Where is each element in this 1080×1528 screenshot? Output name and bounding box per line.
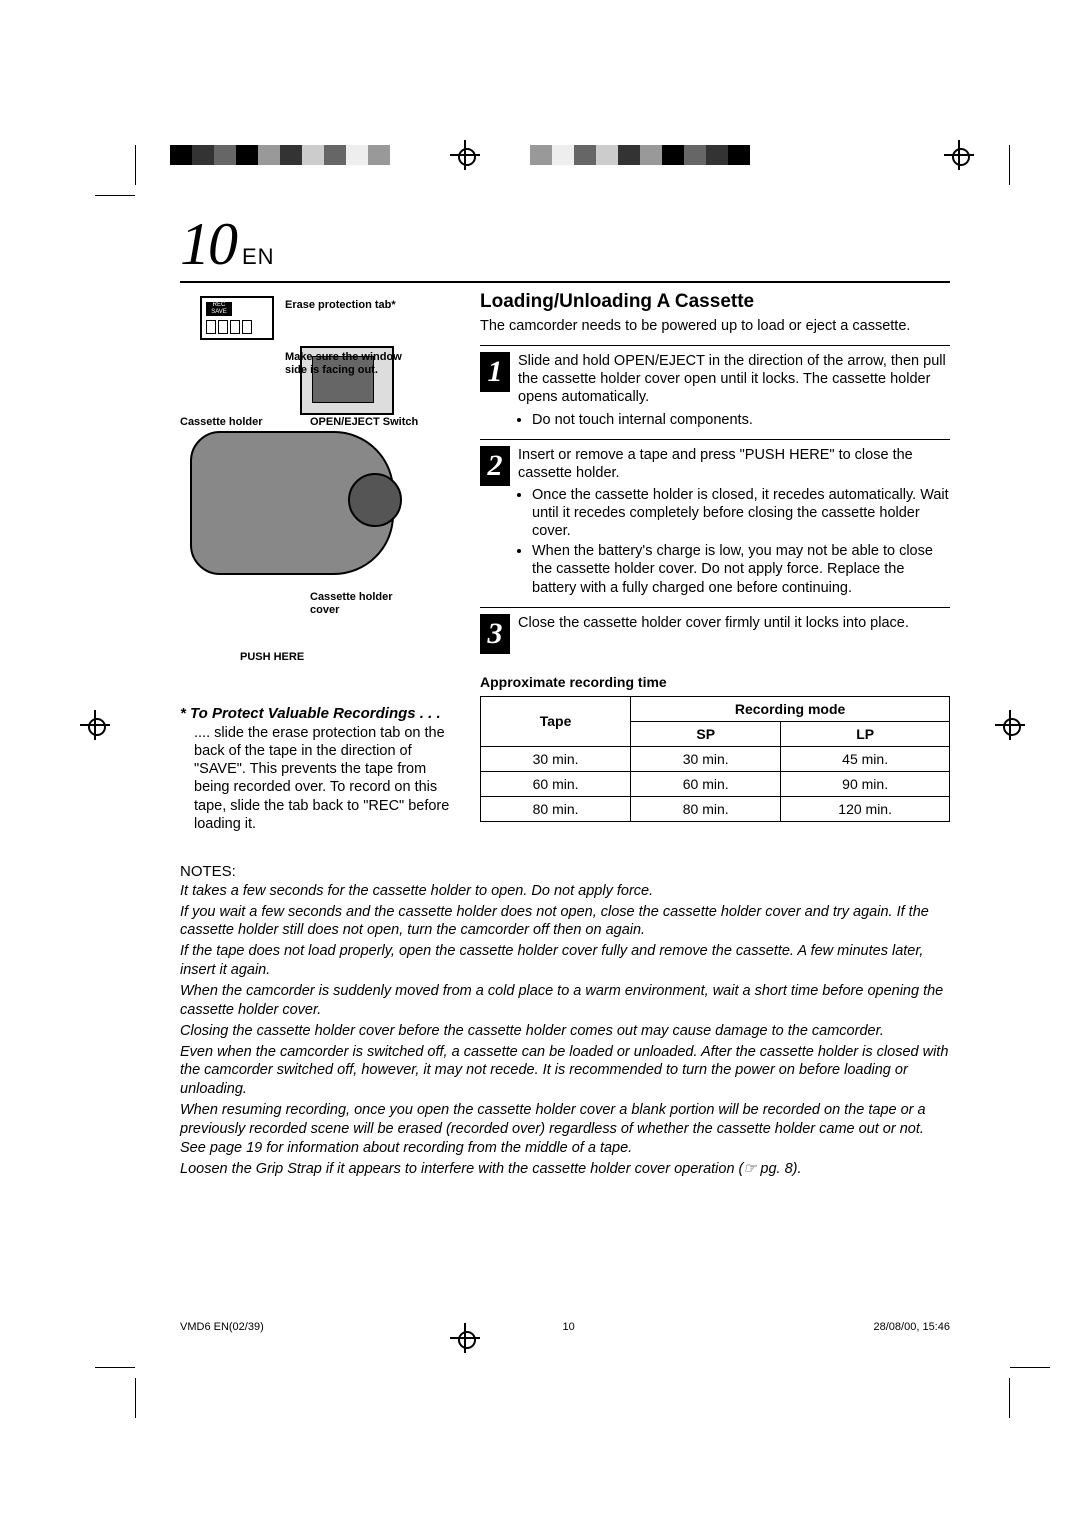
step-bullet: When the battery's charge is low, you ma… — [532, 542, 950, 596]
table-row: 80 min.80 min.120 min. — [481, 796, 950, 821]
table-cell: 90 min. — [781, 771, 950, 796]
erase-tab-illustration: RECSAVE — [200, 296, 274, 340]
step-bullet: Once the cassette holder is closed, it r… — [532, 486, 950, 540]
footer: VMD6 EN(02/39) 10 28/08/00, 15:46 — [180, 1321, 950, 1333]
step-row: 1Slide and hold OPEN/EJECT in the direct… — [480, 345, 950, 439]
page-number: 10 — [180, 210, 236, 279]
note-item: When the camcorder is suddenly moved fro… — [180, 982, 950, 1020]
step-text: Close the cassette holder cover firmly u… — [518, 614, 909, 654]
rec-save-label: RECSAVE — [206, 302, 232, 316]
table-cell: 60 min. — [481, 771, 631, 796]
lens-icon — [348, 473, 402, 527]
registration-mark-icon — [944, 140, 974, 170]
left-column: RECSAVE Erase protection tab* Make sure … — [180, 291, 460, 833]
registration-mark-icon — [80, 710, 110, 740]
table-cell: 80 min. — [631, 796, 781, 821]
right-column: Loading/Unloading A Cassette The camcord… — [480, 291, 950, 833]
note-item: When resuming recording, once you open t… — [180, 1101, 950, 1158]
table-head-sp: SP — [631, 721, 781, 746]
footer-center: 10 — [563, 1321, 575, 1333]
crop-line — [1009, 145, 1010, 185]
footer-right: 28/08/00, 15:46 — [874, 1321, 950, 1333]
crop-line — [135, 145, 136, 185]
table-head-lp: LP — [781, 721, 950, 746]
open-eject-label: OPEN/EJECT Switch — [310, 416, 418, 428]
table-row: 60 min.60 min.90 min. — [481, 771, 950, 796]
note-item: If the tape does not load properly, open… — [180, 942, 950, 980]
table-head-mode: Recording mode — [631, 696, 950, 721]
erase-tab-label: Erase protection tab* — [285, 299, 435, 311]
step-row: 2Insert or remove a tape and press "PUSH… — [480, 439, 950, 607]
note-item: Even when the camcorder is switched off,… — [180, 1043, 950, 1100]
crop-line — [135, 1378, 136, 1418]
diagram: RECSAVE Erase protection tab* Make sure … — [180, 291, 460, 691]
camcorder-illustration — [190, 431, 394, 575]
step-number: 2 — [480, 446, 510, 486]
page-header: 10 EN — [180, 210, 950, 283]
note-item: Closing the cassette holder cover before… — [180, 1022, 950, 1041]
push-here-label: PUSH HERE — [240, 651, 304, 663]
notes-heading: NOTES: — [180, 863, 950, 880]
intro-text: The camcorder needs to be powered up to … — [480, 317, 950, 335]
table-caption: Approximate recording time — [480, 674, 950, 690]
table-cell: 30 min. — [631, 746, 781, 771]
crop-line — [95, 195, 135, 196]
crop-line — [1009, 1378, 1010, 1418]
step-row: 3Close the cassette holder cover firmly … — [480, 607, 950, 662]
window-note: Make sure the window side is facing out. — [285, 351, 405, 377]
crop-marks-top — [0, 145, 1080, 195]
section-title: Loading/Unloading A Cassette — [480, 291, 950, 313]
note-item: It takes a few seconds for the cassette … — [180, 882, 950, 901]
step-number: 1 — [480, 352, 510, 392]
step-text: Insert or remove a tape and press "PUSH … — [518, 446, 950, 599]
note-item: If you wait a few seconds and the casset… — [180, 903, 950, 941]
crop-line — [1010, 1367, 1050, 1368]
step-text: Slide and hold OPEN/EJECT in the directi… — [518, 352, 950, 431]
content-area: 10 EN RECSAVE Erase protection tab* Make… — [180, 210, 950, 1180]
cover-label: Cassette holder cover — [310, 591, 420, 617]
table-cell: 60 min. — [631, 771, 781, 796]
footer-left: VMD6 EN(02/39) — [180, 1321, 264, 1333]
step-bullet: Do not touch internal components. — [532, 411, 950, 429]
page: 10 EN RECSAVE Erase protection tab* Make… — [0, 0, 1080, 1528]
table-cell: 120 min. — [781, 796, 950, 821]
registration-mark-icon — [450, 1323, 480, 1353]
note-item: Loosen the Grip Strap if it appears to i… — [180, 1160, 950, 1179]
table-cell: 80 min. — [481, 796, 631, 821]
notes-body: It takes a few seconds for the cassette … — [180, 882, 950, 1179]
table-cell: 30 min. — [481, 746, 631, 771]
protect-heading: * To Protect Valuable Recordings . . . — [180, 705, 460, 722]
recording-time-table: Tape Recording mode SP LP 30 min.30 min.… — [480, 696, 950, 822]
crop-line — [95, 1367, 135, 1368]
registration-mark-icon — [995, 710, 1025, 740]
step-number: 3 — [480, 614, 510, 654]
protect-body: .... slide the erase protection tab on t… — [194, 724, 460, 833]
lang-label: EN — [242, 244, 275, 270]
table-row: 30 min.30 min.45 min. — [481, 746, 950, 771]
cassette-holder-label: Cassette holder — [180, 416, 263, 428]
table-head-tape: Tape — [481, 696, 631, 746]
steps: 1Slide and hold OPEN/EJECT in the direct… — [480, 345, 950, 662]
registration-mark-icon — [450, 140, 480, 170]
table-cell: 45 min. — [781, 746, 950, 771]
